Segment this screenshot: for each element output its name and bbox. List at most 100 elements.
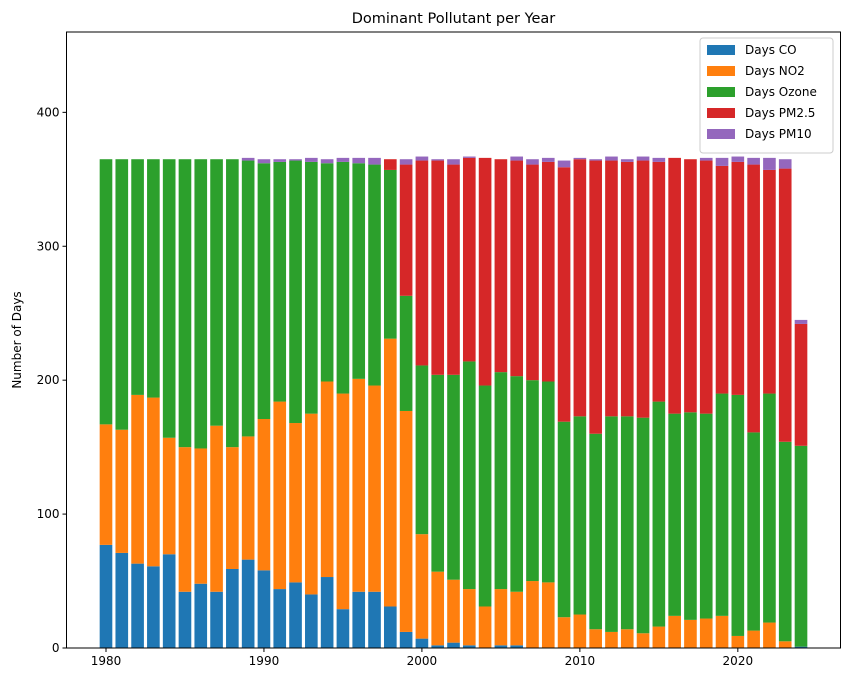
chart-title: Dominant Pollutant per Year bbox=[352, 11, 556, 27]
bar-days-pm2-5-2020 bbox=[731, 161, 745, 395]
bar-days-pm10-2003 bbox=[462, 156, 476, 158]
bar-days-pm10-1990 bbox=[257, 159, 271, 164]
bar-days-pm10-2008 bbox=[541, 157, 555, 162]
bar-days-no2-2005 bbox=[494, 589, 508, 646]
bar-days-ozone-1995 bbox=[336, 161, 350, 394]
x-axis: 1980 1990 2000 2010 2020 bbox=[91, 648, 753, 668]
bar-days-ozone-2022 bbox=[763, 393, 776, 623]
bar-days-pm2-5-2021 bbox=[747, 164, 760, 433]
bar-days-pm2-5-2008 bbox=[541, 161, 555, 382]
bar-days-pm2-5-2017 bbox=[684, 159, 697, 413]
bar-days-ozone-1997 bbox=[368, 164, 381, 386]
bar-days-pm10-2002 bbox=[447, 159, 460, 165]
bar-days-co-1998 bbox=[383, 606, 397, 648]
bar-days-no2-2023 bbox=[778, 641, 792, 648]
bar-days-pm10-2010 bbox=[573, 157, 587, 160]
bar-days-co-2000 bbox=[415, 638, 429, 648]
y-tick-label: 400 bbox=[37, 105, 60, 119]
legend-swatch-days-pm10 bbox=[707, 129, 735, 139]
bar-days-co-2002 bbox=[447, 642, 460, 648]
legend-label-days-no2: Days NO2 bbox=[745, 64, 805, 78]
bar-days-no2-2006 bbox=[510, 591, 524, 646]
bar-days-pm10-2009 bbox=[557, 160, 571, 168]
bar-days-no2-1980 bbox=[99, 424, 113, 545]
legend: Days CO Days NO2 Days Ozone Days PM2.5 Days … bbox=[699, 37, 834, 154]
bar-days-pm10-2011 bbox=[589, 159, 602, 161]
bar-days-pm10-1995 bbox=[336, 157, 350, 162]
bar-days-pm2-5-1999 bbox=[399, 164, 413, 296]
bar-days-pm2-5-2002 bbox=[447, 164, 460, 375]
bar-days-ozone-1981 bbox=[115, 159, 129, 430]
bar-days-pm10-2000 bbox=[415, 156, 429, 161]
bar-days-ozone-2003 bbox=[462, 361, 476, 590]
bar-days-ozone-2010 bbox=[573, 416, 587, 615]
bar-days-co-1995 bbox=[336, 609, 350, 648]
bar-days-co-1982 bbox=[131, 563, 144, 648]
bar-days-pm10-1996 bbox=[352, 157, 366, 164]
bar-days-no2-2019 bbox=[715, 615, 729, 648]
bar-days-pm2-5-2016 bbox=[668, 157, 681, 414]
bar-days-no2-1983 bbox=[147, 397, 160, 567]
bar-days-no2-2015 bbox=[652, 626, 666, 648]
bar-days-co-1991 bbox=[273, 589, 287, 648]
bar-days-ozone-1982 bbox=[131, 159, 144, 395]
bar-days-ozone-2007 bbox=[526, 380, 539, 582]
bar-days-no2-1994 bbox=[320, 381, 334, 578]
bar-days-no2-1988 bbox=[226, 447, 239, 569]
bar-days-co-2003 bbox=[462, 645, 476, 648]
bar-days-ozone-2005 bbox=[494, 372, 508, 590]
bar-days-no2-2002 bbox=[447, 579, 460, 643]
bar-days-ozone-2020 bbox=[731, 394, 745, 636]
bar-days-pm10-2001 bbox=[431, 159, 445, 161]
bar-days-ozone-2013 bbox=[620, 416, 634, 630]
bar-days-pm2-5-2009 bbox=[557, 167, 571, 422]
bar-days-pm10-2020 bbox=[731, 156, 745, 162]
bar-days-no2-1981 bbox=[115, 429, 129, 553]
bar-days-pm2-5-2007 bbox=[526, 164, 539, 381]
bar-days-ozone-2004 bbox=[478, 385, 492, 607]
bar-days-pm2-5-2000 bbox=[415, 160, 429, 366]
bar-days-no2-1984 bbox=[162, 437, 176, 555]
bar-days-pm2-5-2022 bbox=[763, 169, 776, 394]
bar-days-ozone-1993 bbox=[305, 161, 318, 414]
legend-label-days-pm2-5: Days PM2.5 bbox=[745, 106, 815, 120]
bar-days-no2-1990 bbox=[257, 419, 271, 571]
bar-days-co-1985 bbox=[178, 591, 192, 648]
bar-days-ozone-1983 bbox=[147, 159, 160, 398]
bar-days-ozone-1994 bbox=[320, 163, 334, 382]
bar-days-pm2-5-2012 bbox=[605, 160, 618, 417]
bar-days-ozone-2011 bbox=[589, 433, 602, 630]
bar-days-ozone-1987 bbox=[210, 159, 223, 426]
bar-days-no2-1999 bbox=[399, 410, 413, 632]
bar-days-ozone-1990 bbox=[257, 163, 271, 420]
bar-days-co-1999 bbox=[399, 631, 413, 648]
bar-days-ozone-1992 bbox=[289, 160, 302, 424]
bar-days-pm10-1989 bbox=[241, 157, 255, 161]
bar-days-ozone-2014 bbox=[636, 417, 650, 634]
bar-days-no2-2009 bbox=[557, 617, 571, 648]
bar-days-pm2-5-2024 bbox=[794, 323, 808, 446]
bar-days-no2-2022 bbox=[763, 622, 776, 648]
y-tick-label: 100 bbox=[37, 507, 60, 521]
bar-days-co-1983 bbox=[147, 566, 160, 648]
bar-days-pm2-5-1998 bbox=[383, 159, 397, 170]
bar-days-pm2-5-2003 bbox=[462, 157, 476, 362]
bar-days-co-2001 bbox=[431, 645, 445, 648]
bar-days-pm10-2012 bbox=[605, 156, 618, 161]
legend-swatch-days-co bbox=[707, 45, 735, 55]
bar-days-no2-2004 bbox=[478, 606, 492, 648]
bar-days-no2-1986 bbox=[194, 448, 208, 584]
bar-days-co-1981 bbox=[115, 552, 129, 648]
bar-days-pm10-2024 bbox=[794, 319, 808, 324]
bar-days-co-1997 bbox=[368, 591, 381, 648]
bar-days-co-1990 bbox=[257, 570, 271, 648]
bar-days-co-1988 bbox=[226, 568, 239, 648]
bar-days-no2-2021 bbox=[747, 630, 760, 648]
bar-days-ozone-2006 bbox=[510, 376, 524, 592]
bar-days-pm2-5-2023 bbox=[778, 168, 792, 442]
bar-days-pm10-1994 bbox=[320, 159, 334, 164]
bar-days-ozone-2024 bbox=[794, 445, 808, 647]
x-tick-label: 2000 bbox=[407, 654, 438, 668]
bar-days-pm10-2022 bbox=[763, 157, 776, 170]
